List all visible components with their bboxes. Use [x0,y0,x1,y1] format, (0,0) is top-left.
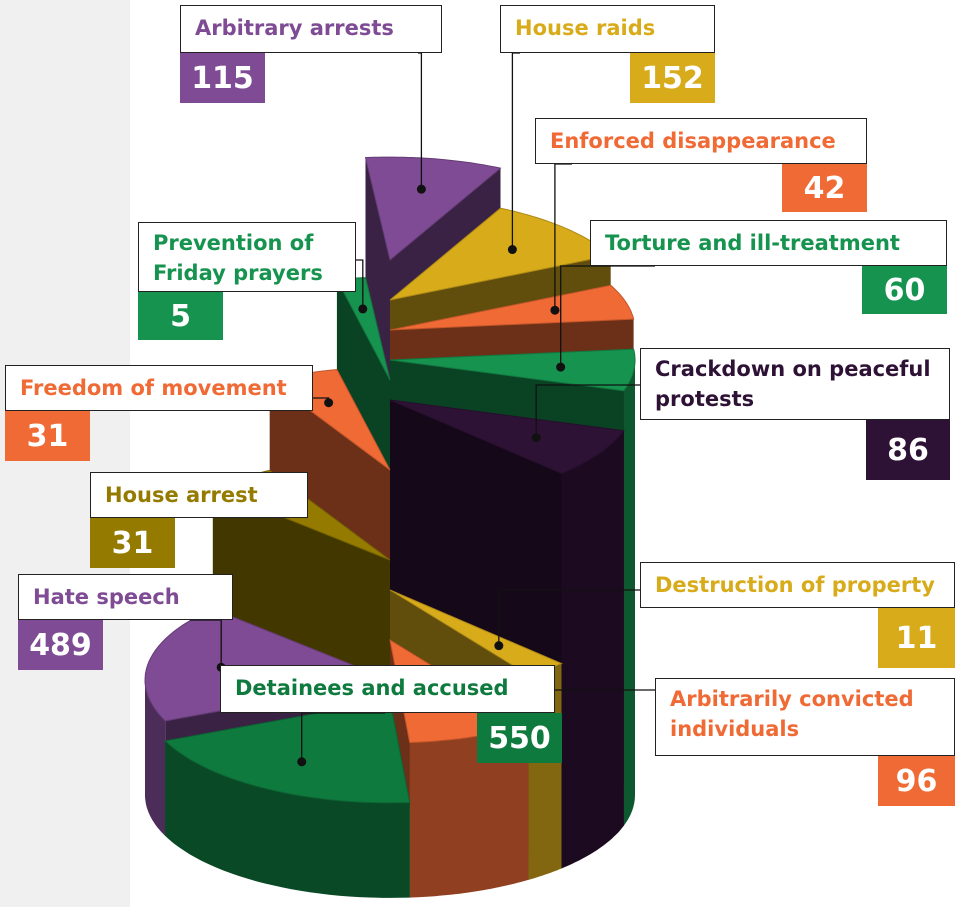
category-label: Freedom of movement [5,365,313,411]
leader-dot [531,433,541,443]
category-label: Destruction of property [640,562,955,608]
value-label: 5 [138,292,223,340]
value-label: 115 [180,53,265,103]
leader-line [418,52,423,190]
slice-wall [561,430,624,869]
category-label: Enforced disappearance [535,118,867,164]
value-label: 550 [477,713,562,763]
category-label: Arbitrarily convicted individuals [655,678,955,756]
category-label: Prevention of Friday prayers [138,222,356,292]
slice-wall [623,360,635,826]
leader-line [554,163,572,311]
slice-top [364,156,502,261]
leader-dot [416,184,426,194]
leader-line [190,619,222,668]
leader-line [301,712,385,762]
leader-line [498,589,640,646]
category-label: Detainees and accused [220,665,555,713]
leader-dot [324,398,334,408]
category-label: Arbitrary arrests [180,5,442,53]
leader-dot [494,641,504,651]
slice-top [389,284,635,331]
slice-wall [145,680,166,836]
value-label: 86 [866,420,950,480]
leader-dot [358,304,368,314]
value-label: 489 [18,620,103,670]
slice-top [389,399,625,475]
category-label: Hate speech [18,574,233,620]
leader-dot [507,245,517,255]
leader-line [535,384,640,438]
leader-dot [556,362,566,372]
value-label: 11 [878,608,955,668]
category-label: Torture and ill-treatment [590,220,947,266]
slice-wall [409,724,529,898]
value-label: 31 [5,411,90,461]
slice-top [164,699,411,804]
category-label: Crackdown on peaceful protests [640,348,950,420]
slice-wall [165,740,410,898]
slice-top [144,608,392,722]
value-label: 31 [90,518,175,568]
category-label: House raids [500,5,715,53]
value-label: 60 [862,266,947,314]
leader-dot [550,305,560,315]
leader-dot [297,757,307,767]
value-label: 152 [630,53,715,103]
category-label: House arrest [90,472,308,518]
leader-line [356,259,364,309]
slice [164,699,411,898]
value-label: 42 [782,164,867,212]
leader-line [511,52,520,250]
value-label: 96 [878,756,955,806]
leader-line [560,265,655,368]
